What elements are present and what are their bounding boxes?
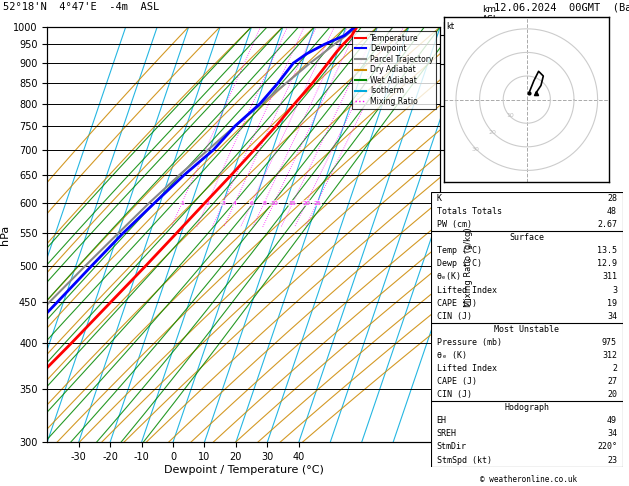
Text: 3: 3: [221, 201, 225, 206]
Text: Totals Totals: Totals Totals: [437, 207, 501, 216]
Text: 4: 4: [233, 201, 237, 206]
Text: CIN (J): CIN (J): [437, 312, 472, 321]
Text: 6: 6: [250, 201, 253, 206]
Text: Temp (°C): Temp (°C): [437, 246, 482, 255]
Text: 34: 34: [607, 429, 617, 438]
Y-axis label: hPa: hPa: [0, 225, 10, 244]
Text: 27: 27: [607, 377, 617, 386]
Text: StmDir: StmDir: [437, 442, 467, 451]
Text: CAPE (J): CAPE (J): [437, 377, 477, 386]
X-axis label: Dewpoint / Temperature (°C): Dewpoint / Temperature (°C): [164, 465, 324, 475]
Text: θₑ (K): θₑ (K): [437, 351, 467, 360]
Text: Lifted Index: Lifted Index: [437, 286, 497, 295]
Text: Hodograph: Hodograph: [504, 403, 549, 412]
Text: 2: 2: [612, 364, 617, 373]
Legend: Temperature, Dewpoint, Parcel Trajectory, Dry Adiabat, Wet Adiabat, Isotherm, Mi: Temperature, Dewpoint, Parcel Trajectory…: [352, 31, 437, 109]
Text: Pressure (mb): Pressure (mb): [437, 338, 501, 347]
Text: CAPE (J): CAPE (J): [437, 298, 477, 308]
Text: 48: 48: [607, 207, 617, 216]
Text: 311: 311: [602, 273, 617, 281]
Text: 23: 23: [607, 455, 617, 465]
Text: SREH: SREH: [437, 429, 457, 438]
Text: 975: 975: [602, 338, 617, 347]
Text: LCL: LCL: [442, 22, 457, 31]
Text: 10: 10: [270, 201, 278, 206]
Text: 1: 1: [180, 201, 184, 206]
Text: 3: 3: [612, 286, 617, 295]
Text: K: K: [437, 194, 442, 203]
Text: Mixing Ratio (g/kg): Mixing Ratio (g/kg): [464, 227, 473, 307]
Text: 52°18'N  4°47'E  -4m  ASL: 52°18'N 4°47'E -4m ASL: [3, 2, 159, 13]
Text: StmSpd (kt): StmSpd (kt): [437, 455, 492, 465]
Text: 13.5: 13.5: [597, 246, 617, 255]
Text: Dewp (°C): Dewp (°C): [437, 260, 482, 268]
Text: 220°: 220°: [597, 442, 617, 451]
Text: 15: 15: [289, 201, 296, 206]
Text: km
ASL: km ASL: [482, 4, 499, 24]
Text: 20: 20: [302, 201, 310, 206]
Text: 12.06.2024  00GMT  (Base: 06): 12.06.2024 00GMT (Base: 06): [494, 2, 629, 13]
Text: 10: 10: [506, 113, 514, 118]
Text: CIN (J): CIN (J): [437, 390, 472, 399]
Text: kt: kt: [447, 22, 455, 31]
Text: 20: 20: [607, 390, 617, 399]
Text: 28: 28: [607, 194, 617, 203]
Text: 8: 8: [262, 201, 266, 206]
Text: 25: 25: [313, 201, 321, 206]
Text: θₑ(K): θₑ(K): [437, 273, 462, 281]
Text: 12.9: 12.9: [597, 260, 617, 268]
Text: EH: EH: [437, 417, 447, 425]
Text: 30: 30: [472, 147, 480, 152]
Text: 312: 312: [602, 351, 617, 360]
Text: 34: 34: [607, 312, 617, 321]
Text: Most Unstable: Most Unstable: [494, 325, 559, 334]
Text: Lifted Index: Lifted Index: [437, 364, 497, 373]
Text: © weatheronline.co.uk: © weatheronline.co.uk: [480, 474, 577, 484]
Text: 20: 20: [489, 130, 497, 135]
Text: Surface: Surface: [509, 233, 544, 242]
Text: 2: 2: [206, 201, 209, 206]
Text: 2.67: 2.67: [597, 220, 617, 229]
Text: 49: 49: [607, 417, 617, 425]
Text: 19: 19: [607, 298, 617, 308]
Text: PW (cm): PW (cm): [437, 220, 472, 229]
